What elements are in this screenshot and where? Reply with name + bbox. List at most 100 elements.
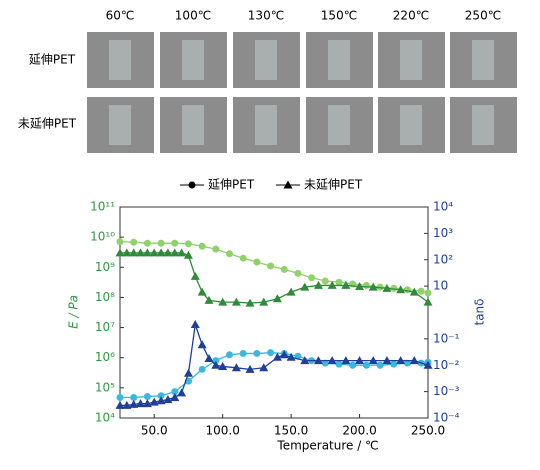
column-label: 250℃ [465,9,501,23]
marker [267,349,275,357]
marker [355,356,365,365]
marker [231,297,241,306]
y-tick-label: 10⁶ [95,350,115,364]
marker [122,400,132,409]
marker [267,262,275,270]
photo-specimen [400,40,422,80]
marker [212,245,220,253]
marker [390,360,398,368]
column-label: 60℃ [106,9,135,23]
marker [300,282,310,291]
y-tick-label: 10⁹ [95,260,115,274]
marker [396,285,406,294]
marker [170,248,180,257]
marker [156,248,166,257]
marker [279,350,289,359]
marker [122,248,132,257]
marker [390,284,398,292]
legend-marker [188,181,196,189]
marker [211,360,221,369]
marker [327,356,337,365]
photo-specimen [328,40,350,80]
marker [130,238,138,246]
marker [294,269,302,277]
y2-tick-label: 10⁻⁴ [433,411,460,425]
marker [355,282,365,291]
marker [142,248,152,257]
marker [171,239,179,247]
legend-label: 延伸PET [208,178,255,192]
marker [170,392,180,401]
photo-specimen [255,40,277,80]
y2-axis-label: tanδ [473,298,487,325]
marker [212,357,220,365]
y2-tick-label: 10² [433,252,453,266]
series-line [120,252,429,304]
y2-tick-label: 10⁻² [433,358,460,372]
y-tick-label: 10¹⁰ [90,230,115,244]
marker [149,397,159,406]
column-label: 130℃ [248,9,284,23]
marker [143,239,151,247]
row-label: 未延伸PET [18,117,77,131]
marker [142,399,152,408]
marker [245,364,255,373]
marker [218,297,228,306]
marker [226,351,234,359]
marker [239,254,247,262]
marker [382,356,392,365]
marker [300,356,310,365]
marker [143,393,151,401]
y-axis-label: E / Pa [67,295,81,329]
marker [376,361,384,369]
photo-specimen [400,105,422,145]
photo-specimen [472,105,494,145]
photo-specimen [109,40,131,80]
marker [423,297,433,306]
marker [157,392,165,400]
marker [341,356,351,365]
legend-marker [283,180,293,189]
marker [204,295,214,304]
x-tick-label: 100.0 [205,424,239,438]
marker [368,356,378,365]
photo-specimen [472,40,494,80]
marker [183,368,193,377]
y2-tick-label: 10 [433,279,448,293]
marker [204,354,214,363]
y-tick-label: 10⁴ [95,411,115,425]
marker [218,361,228,370]
marker [308,274,316,282]
marker [253,349,261,357]
marker [423,360,433,369]
marker [197,287,207,296]
marker [190,271,200,280]
marker [313,280,323,289]
row-label: 延伸PET [29,53,76,67]
marker [424,289,432,297]
y2-tick-label: 10⁻³ [433,384,460,398]
column-label: 100℃ [175,9,211,23]
marker [198,365,206,373]
y-tick-label: 10⁸ [95,290,115,304]
marker [156,396,166,405]
marker [409,287,419,296]
marker [129,399,139,408]
y2-tick-label: 10⁻¹ [433,331,460,345]
photo-specimen [182,105,204,145]
y2-tick-label: 10³ [433,226,453,240]
marker [157,239,165,247]
marker [286,352,296,361]
marker [130,393,138,401]
marker [335,278,343,286]
marker [321,359,329,367]
marker [335,360,343,368]
plot-frame [119,206,429,419]
marker [231,363,241,372]
marker [226,250,234,258]
marker [362,281,370,289]
marker [272,352,282,361]
marker [362,361,370,369]
marker [116,238,124,246]
marker [190,320,200,329]
